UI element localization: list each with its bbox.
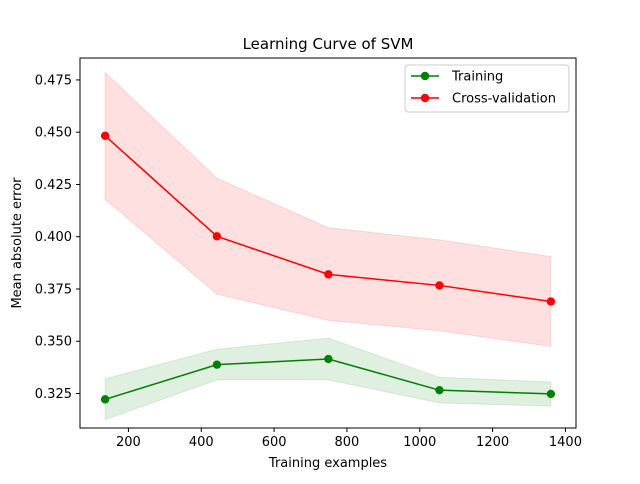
y-tick-label: 0.350 [35, 335, 72, 350]
x-tick-label: 800 [335, 435, 360, 450]
legend-training-marker [420, 71, 430, 81]
training-point [435, 385, 444, 395]
confidence-bands [104, 71, 552, 421]
y-tick-label: 0.450 [35, 126, 72, 141]
cross-validation-point [546, 297, 556, 306]
cross-validation-band [104, 71, 552, 348]
x-axis-label: Training examples [268, 456, 387, 471]
training-point [324, 354, 333, 364]
legend: Training Cross-validation [404, 64, 570, 113]
y-axis-label: Mean absolute error [10, 177, 25, 309]
training-point [546, 389, 556, 399]
x-tick-label: 1200 [476, 435, 509, 450]
x-tick-label: 600 [262, 435, 287, 450]
legend-cross-validation-label: Cross-validation [452, 92, 556, 107]
y-tick-label: 0.325 [35, 387, 72, 402]
chart-title: Learning Curve of SVM [243, 35, 414, 53]
y-axis-ticks: 0.325 0.350 0.375 0.400 0.425 0.450 0.475 [35, 73, 80, 402]
x-tick-label: 200 [116, 435, 141, 450]
legend-training-label: Training [451, 70, 503, 85]
y-tick-label: 0.475 [35, 73, 72, 88]
x-tick-label: 1000 [403, 435, 436, 450]
y-tick-label: 0.425 [35, 178, 72, 193]
cross-validation-point [212, 232, 222, 241]
cross-validation-point [100, 131, 110, 140]
y-tick-label: 0.400 [35, 230, 72, 245]
training-point [212, 360, 222, 369]
series-markers [100, 131, 556, 404]
training-band [104, 337, 552, 421]
cross-validation-point [324, 270, 333, 279]
y-tick-label: 0.375 [35, 282, 72, 297]
x-axis-ticks: 200 400 600 800 1000 1200 1400 [116, 428, 582, 450]
x-tick-label: 1400 [549, 435, 582, 450]
legend-box [404, 64, 570, 113]
plot-area-frame [79, 57, 577, 429]
training-point [100, 395, 110, 404]
x-tick-label: 400 [189, 435, 214, 450]
cross-validation-point [435, 281, 444, 290]
legend-cross-validation-marker [420, 93, 430, 103]
